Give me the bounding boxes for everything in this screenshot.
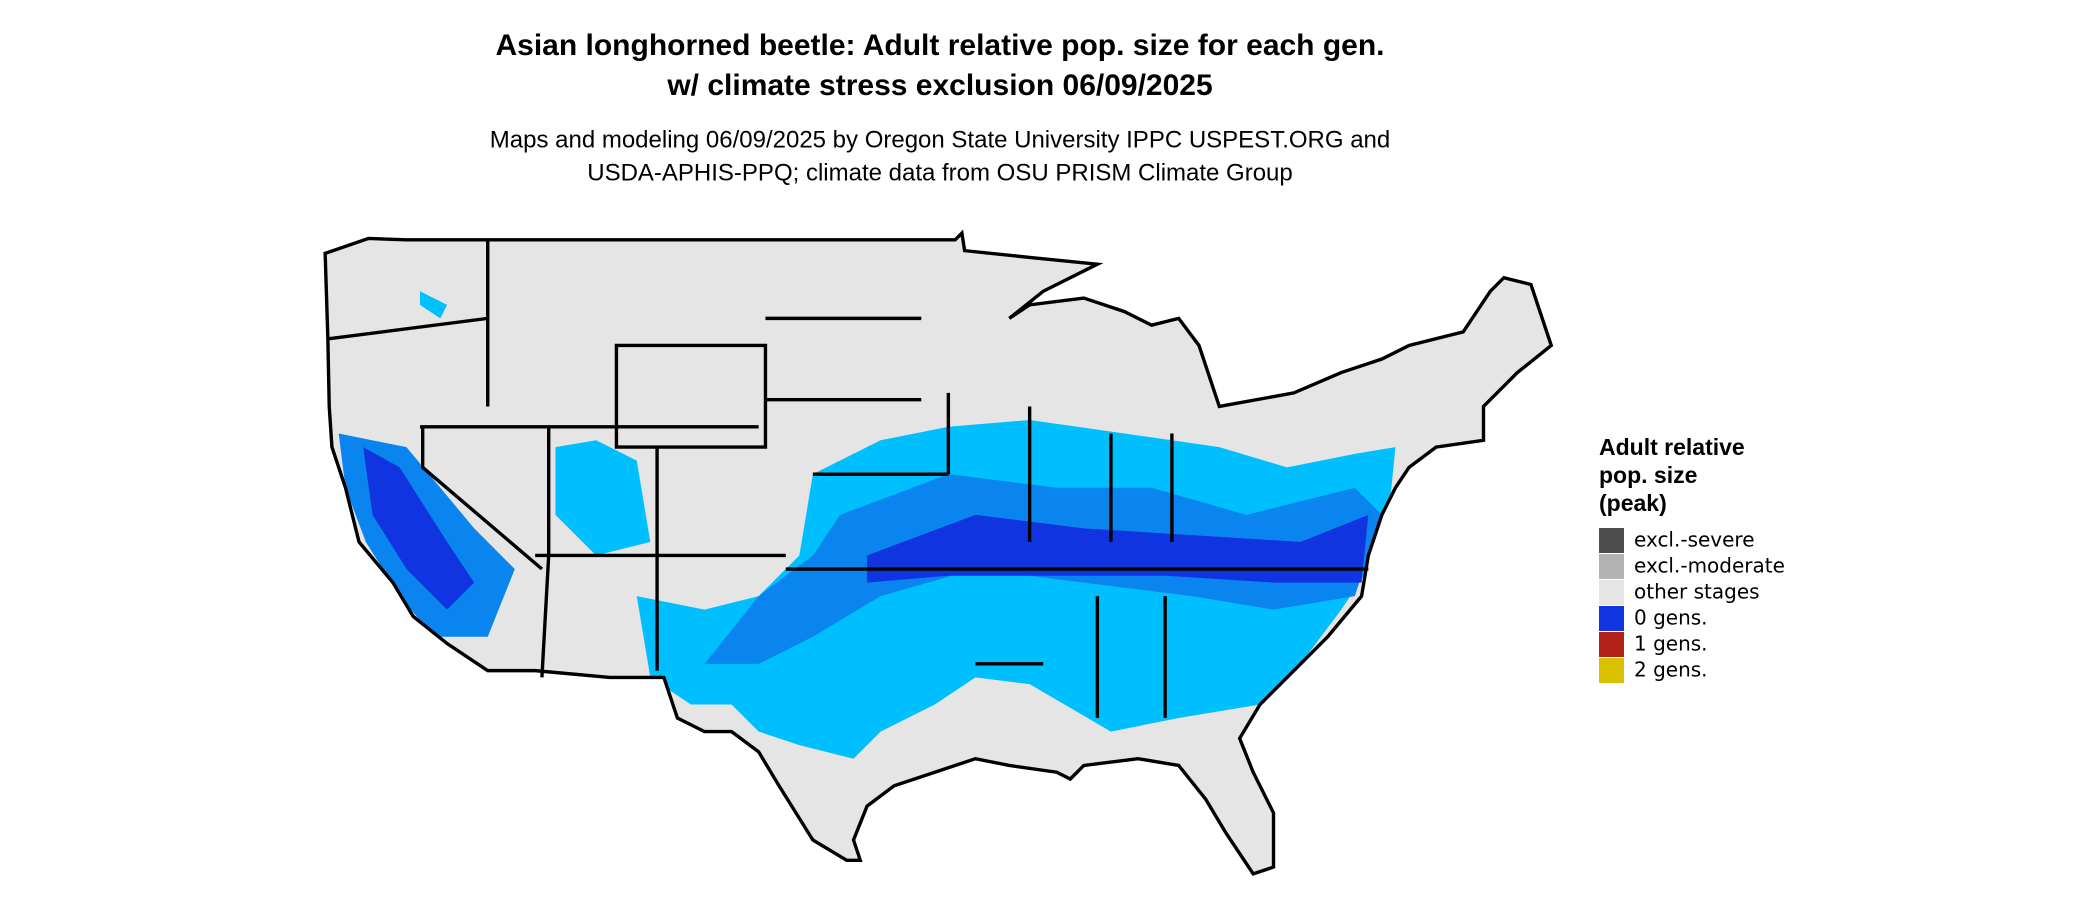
legend-label: 1 gens. <box>1634 632 1708 656</box>
title: Asian longhorned beetle: Adult relative … <box>495 29 1384 62</box>
legend-swatch <box>1599 580 1624 605</box>
legend-label: excl.-moderate <box>1634 554 1785 578</box>
legend-swatch <box>1599 632 1624 657</box>
us-map <box>323 231 1553 876</box>
title: w/ climate stress exclusion 06/09/2025 <box>666 69 1212 102</box>
legend-swatch <box>1599 554 1624 579</box>
legend-label: other stages <box>1634 580 1760 604</box>
legend-swatch <box>1599 658 1624 683</box>
legend-label: 0 gens. <box>1634 606 1708 630</box>
legend-title: pop. size <box>1599 462 1697 488</box>
subtitle: Maps and modeling 06/09/2025 by Oregon S… <box>490 126 1390 153</box>
legend-label: 2 gens. <box>1634 658 1708 682</box>
legend-swatch <box>1599 606 1624 631</box>
legend-label: excl.-severe <box>1634 528 1755 552</box>
subtitle: USDA-APHIS-PPQ; climate data from OSU PR… <box>587 159 1293 186</box>
legend-title: (peak) <box>1599 490 1667 516</box>
legend-title: Adult relative <box>1599 434 1745 460</box>
legend-swatch <box>1599 528 1624 553</box>
state-borders <box>323 231 1553 876</box>
